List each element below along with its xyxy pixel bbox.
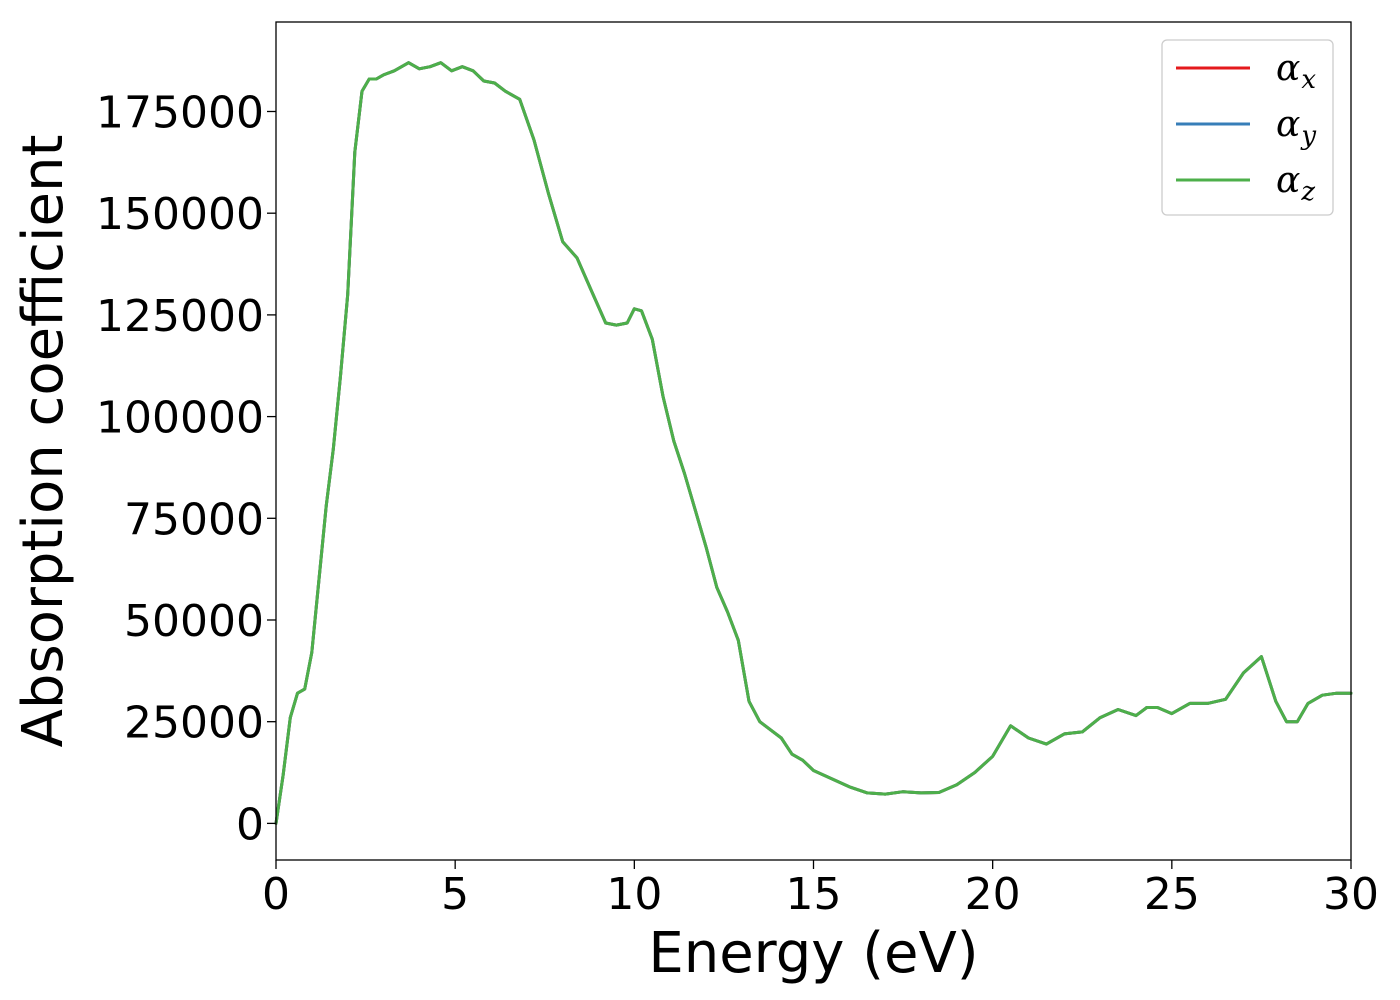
x-axis-title: Energy (eV) bbox=[648, 921, 978, 986]
series-line-z bbox=[274, 61, 1353, 825]
x-tick-label: 10 bbox=[606, 869, 662, 920]
legend-subscript: y bbox=[1300, 121, 1316, 151]
y-tick-label: 175000 bbox=[96, 87, 264, 138]
legend-subscript: x bbox=[1301, 65, 1316, 95]
y-axis-title: Absorption coefficient bbox=[11, 135, 76, 748]
legend-subscript: z bbox=[1300, 177, 1315, 207]
legend-symbol: α bbox=[1276, 160, 1300, 201]
x-tick-label: 20 bbox=[965, 869, 1021, 920]
legend-box bbox=[1161, 39, 1334, 216]
x-tick-label: 30 bbox=[1323, 869, 1379, 920]
x-axis: 0 5 10 15 20 25 30 bbox=[262, 860, 1379, 920]
x-tick-label: 25 bbox=[1144, 869, 1200, 920]
legend-label-y: αy bbox=[1276, 104, 1316, 151]
series-layer bbox=[274, 61, 1353, 825]
x-tick-label: 0 bbox=[262, 869, 290, 920]
legend-label-z: αz bbox=[1276, 160, 1315, 207]
legend-symbol: α bbox=[1276, 104, 1300, 145]
legend-symbol: α bbox=[1276, 48, 1300, 89]
y-tick-label: 150000 bbox=[96, 189, 264, 240]
y-tick-label: 125000 bbox=[96, 291, 264, 342]
x-tick-label: 15 bbox=[786, 869, 842, 920]
y-tick-label: 75000 bbox=[124, 494, 264, 545]
legend-label-x: αx bbox=[1276, 48, 1316, 95]
x-tick-label: 5 bbox=[441, 869, 469, 920]
y-tick-label: 50000 bbox=[124, 596, 264, 647]
y-tick-label: 0 bbox=[236, 799, 264, 850]
y-tick-label: 25000 bbox=[124, 698, 264, 749]
y-tick-label: 100000 bbox=[96, 393, 264, 444]
y-axis: 0 25000 50000 75000 100000 125000 150000 175000 bbox=[96, 87, 276, 850]
